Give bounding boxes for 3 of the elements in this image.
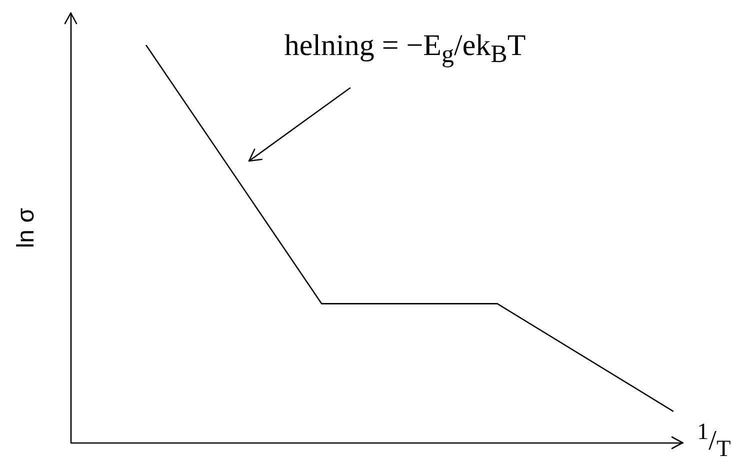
y-axis-title: ln σ [12, 208, 40, 248]
x-axis-title: $^{1}$/$_{T}$ [697, 419, 731, 462]
annotation: helning = −E$_{g}$/ek$_{B}$T [284, 29, 526, 68]
